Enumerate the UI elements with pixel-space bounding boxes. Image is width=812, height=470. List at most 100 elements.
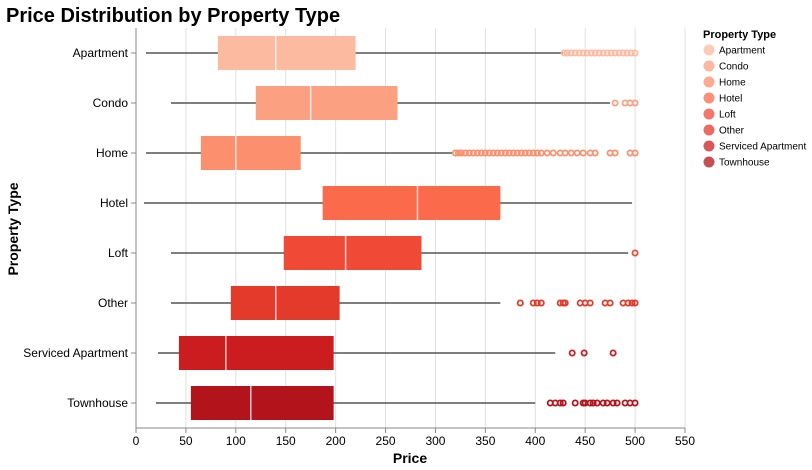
legend-label: Apartment xyxy=(719,46,765,57)
outlier-point xyxy=(497,149,505,157)
legend: Property Type Apartment Condo Home Hotel Lof… xyxy=(703,29,806,169)
outlier-point xyxy=(575,49,583,57)
outlier-point xyxy=(579,149,587,157)
outlier-point xyxy=(591,49,599,57)
outlier-point xyxy=(586,399,594,407)
outlier-point xyxy=(473,149,481,157)
outlier-point xyxy=(631,249,639,257)
outlier-point xyxy=(543,149,551,157)
x-tick-label: 400 xyxy=(525,434,545,448)
outlier-point xyxy=(631,149,639,157)
x-tick-label: 50 xyxy=(179,434,193,448)
outlier-point xyxy=(561,299,569,307)
box xyxy=(255,86,398,120)
outlier-point xyxy=(611,149,619,157)
legend-swatch xyxy=(703,44,715,56)
legend-swatch xyxy=(703,92,715,104)
outlier-point xyxy=(461,149,469,157)
box-group xyxy=(170,86,639,120)
legend-label: Home xyxy=(719,78,746,89)
y-tick-label: Townhouse xyxy=(67,396,128,410)
legend-swatch xyxy=(703,124,715,136)
outlier-point xyxy=(573,149,581,157)
outlier-point xyxy=(567,49,575,57)
outlier-point xyxy=(529,149,537,157)
outlier-point xyxy=(580,349,588,357)
outlier-point xyxy=(613,399,621,407)
outlier-point xyxy=(560,49,568,57)
plot-area xyxy=(143,36,639,420)
outlier-point xyxy=(457,149,465,157)
outlier-point xyxy=(599,49,607,57)
outlier-point xyxy=(586,299,594,307)
outlier-point xyxy=(603,49,611,57)
x-tick-label: 300 xyxy=(425,434,445,448)
outlier-point xyxy=(611,99,619,107)
outlier-point xyxy=(631,99,639,107)
y-axis: Apartment Condo Home Hotel Loft Other Serviced… xyxy=(23,28,137,428)
outlier-point xyxy=(489,149,497,157)
box-group xyxy=(143,186,633,220)
x-tick-label: 100 xyxy=(226,434,246,448)
outlier-point xyxy=(583,49,591,57)
outlier-point xyxy=(599,399,607,407)
outlier-point xyxy=(589,399,597,407)
legend-label: Hotel xyxy=(719,94,742,105)
x-tick-label: 250 xyxy=(376,434,396,448)
legend-swatch xyxy=(703,108,715,120)
outlier-point xyxy=(516,299,524,307)
outlier-point xyxy=(477,149,485,157)
outlier-point xyxy=(525,149,533,157)
outlier-point xyxy=(568,349,576,357)
y-tick-label: Serviced Apartment xyxy=(23,346,128,360)
outlier-point xyxy=(579,49,587,57)
legend-swatch xyxy=(703,60,715,72)
outlier-point xyxy=(513,149,521,157)
outlier-point xyxy=(537,149,545,157)
x-axis: 0 50 100 150 200 250 300 350 400 450 500 550 xyxy=(133,427,695,448)
outlier-point xyxy=(606,299,614,307)
box xyxy=(200,136,301,170)
outlier-point xyxy=(556,399,564,407)
outlier-point xyxy=(465,149,473,157)
outlier-point xyxy=(627,49,635,57)
outlier-point xyxy=(567,149,575,157)
outlier-point xyxy=(631,299,639,307)
outlier-point xyxy=(517,149,525,157)
outlier-point xyxy=(521,149,529,157)
legend-label: Townhouse xyxy=(719,158,770,169)
outlier-point xyxy=(571,49,579,57)
x-axis-title: Price xyxy=(393,450,427,466)
x-tick-label: 150 xyxy=(276,434,296,448)
outlier-point xyxy=(595,49,603,57)
outlier-point xyxy=(485,149,493,157)
box-group xyxy=(157,336,617,370)
box xyxy=(283,236,422,270)
outlier-point xyxy=(505,149,513,157)
outlier-point xyxy=(501,149,509,157)
y-tick-label: Home xyxy=(96,146,128,160)
y-axis-title: Property Type xyxy=(5,182,21,275)
x-tick-label: 500 xyxy=(625,434,645,448)
y-tick-label: Hotel xyxy=(100,196,128,210)
outlier-point xyxy=(469,149,477,157)
legend-title: Property Type xyxy=(703,29,776,41)
legend-swatch xyxy=(703,76,715,88)
legend-label: Condo xyxy=(719,62,749,73)
box-group xyxy=(170,286,639,320)
y-tick-label: Condo xyxy=(93,96,129,110)
outlier-point xyxy=(609,399,617,407)
outlier-point xyxy=(493,149,501,157)
outlier-point xyxy=(615,49,623,57)
outlier-point xyxy=(571,399,579,407)
outlier-point xyxy=(603,399,611,407)
chart-title: Price Distribution by Property Type xyxy=(6,5,340,27)
outlier-point xyxy=(481,149,489,157)
box-group xyxy=(155,386,639,420)
legend-swatch xyxy=(703,156,715,168)
outlier-point xyxy=(631,49,639,57)
outlier-point xyxy=(537,299,545,307)
outlier-point xyxy=(549,149,557,157)
outlier-point xyxy=(509,149,517,157)
outlier-point xyxy=(533,299,541,307)
